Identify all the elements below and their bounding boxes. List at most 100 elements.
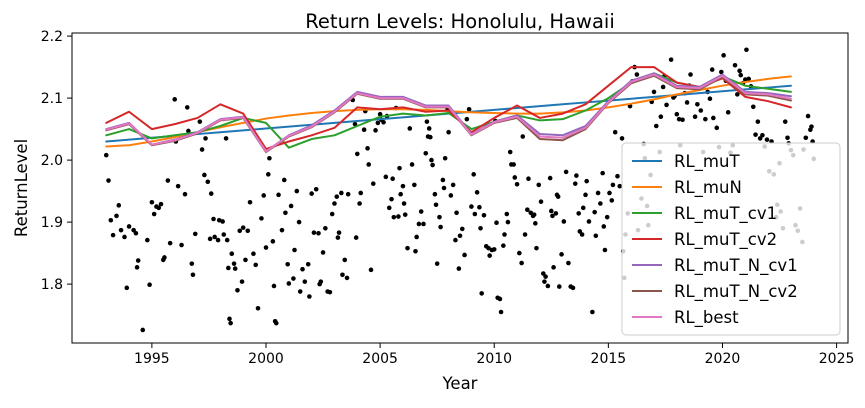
scatter-point <box>477 204 482 210</box>
scatter-point <box>365 146 370 151</box>
scatter-point <box>208 191 214 196</box>
scatter-point <box>698 108 704 113</box>
scatter-point <box>609 198 615 203</box>
scatter-point <box>370 181 376 186</box>
scatter-point <box>531 212 537 217</box>
scatter-point <box>345 191 351 197</box>
scatter-point <box>261 193 267 198</box>
scatter-point <box>251 251 256 257</box>
scatter-point <box>227 316 232 322</box>
scatter-point <box>223 136 229 141</box>
scatter-point <box>418 209 424 214</box>
scatter-point <box>742 77 748 82</box>
scatter-point <box>192 231 198 237</box>
scatter-point <box>755 119 761 124</box>
scatter-point <box>514 181 520 187</box>
x-tick-label: 2015 <box>591 351 627 367</box>
scatter-point <box>353 235 359 240</box>
scatter-point <box>617 183 623 189</box>
scatter-point <box>471 172 476 177</box>
scatter-point <box>684 100 690 105</box>
scatter-point <box>580 205 586 211</box>
scatter-point <box>377 111 383 117</box>
scatter-point <box>253 262 259 268</box>
scatter-point <box>165 178 171 183</box>
scatter-point <box>237 228 243 234</box>
scatter-point <box>481 212 487 218</box>
scatter-point <box>502 232 507 237</box>
scatter-point <box>358 190 364 196</box>
scatter-point <box>273 320 279 326</box>
scatter-point <box>400 183 406 189</box>
scatter-point <box>300 266 305 272</box>
y-tick-label: 1.8 <box>41 277 63 293</box>
scatter-point <box>334 194 340 199</box>
scatter-point <box>469 204 474 209</box>
y-tick-label: 2.1 <box>41 91 63 107</box>
scatter-point <box>302 279 308 284</box>
scatter-point <box>457 233 463 239</box>
scatter-point <box>323 226 328 231</box>
scatter-point <box>397 165 402 171</box>
scatter-point <box>428 134 433 140</box>
scatter-point <box>497 296 503 302</box>
scatter-point <box>414 234 419 240</box>
scatter-point <box>542 279 547 284</box>
scatter-point <box>511 162 516 167</box>
scatter-point <box>357 201 362 206</box>
scatter-point <box>203 136 208 141</box>
scatter-point <box>512 175 518 180</box>
scatter-point <box>598 201 603 206</box>
scatter-point <box>413 248 418 254</box>
scatter-point <box>707 96 713 102</box>
scatter-point <box>572 181 578 186</box>
y-tick-label: 2.0 <box>41 153 63 169</box>
scatter-point <box>660 84 666 90</box>
scatter-point <box>538 199 544 204</box>
scatter-point <box>586 219 592 224</box>
scatter-point <box>426 126 432 131</box>
scatter-point <box>421 221 426 227</box>
scatter-point <box>114 213 119 219</box>
scatter-point <box>721 53 726 58</box>
scatter-point <box>329 211 335 217</box>
scatter-point <box>224 237 230 243</box>
scatter-point <box>448 193 454 198</box>
scatter-point <box>519 260 524 266</box>
scatter-point <box>584 178 589 184</box>
scatter-point <box>430 162 435 168</box>
scatter-point <box>719 69 724 75</box>
scatter-point <box>103 152 109 158</box>
scatter-point <box>122 234 127 240</box>
scatter-point <box>545 283 551 289</box>
scatter-point <box>593 233 599 239</box>
scatter-point <box>402 212 408 217</box>
scatter-point <box>212 234 217 240</box>
scatter-point <box>570 285 576 291</box>
scatter-point <box>737 68 742 74</box>
scatter-point <box>536 182 542 188</box>
scatter-point <box>226 265 231 271</box>
scatter-point <box>563 169 569 175</box>
scatter-point <box>389 196 394 202</box>
scatter-point <box>459 226 465 232</box>
scatter-point <box>441 185 447 191</box>
scatter-point <box>305 261 311 267</box>
scatter-point <box>472 211 478 217</box>
scatter-point <box>714 125 720 131</box>
scatter-point <box>543 274 548 279</box>
scatter-point <box>156 205 162 211</box>
scatter-point <box>255 305 261 311</box>
scatter-point <box>517 250 522 256</box>
scatter-point <box>453 237 458 243</box>
scatter-point <box>202 172 207 178</box>
scatter-point <box>383 174 389 180</box>
scatter-point <box>398 191 403 197</box>
scatter-point <box>805 113 811 119</box>
scatter-point <box>446 129 451 135</box>
scatter-point <box>335 235 341 240</box>
scatter-point <box>725 110 731 115</box>
scatter-point <box>709 67 715 72</box>
x-axis-label: Year <box>442 374 478 393</box>
scatter-point <box>285 261 290 267</box>
